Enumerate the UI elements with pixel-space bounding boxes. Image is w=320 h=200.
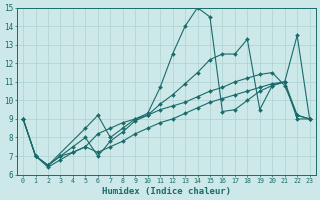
X-axis label: Humidex (Indice chaleur): Humidex (Indice chaleur)	[102, 187, 231, 196]
